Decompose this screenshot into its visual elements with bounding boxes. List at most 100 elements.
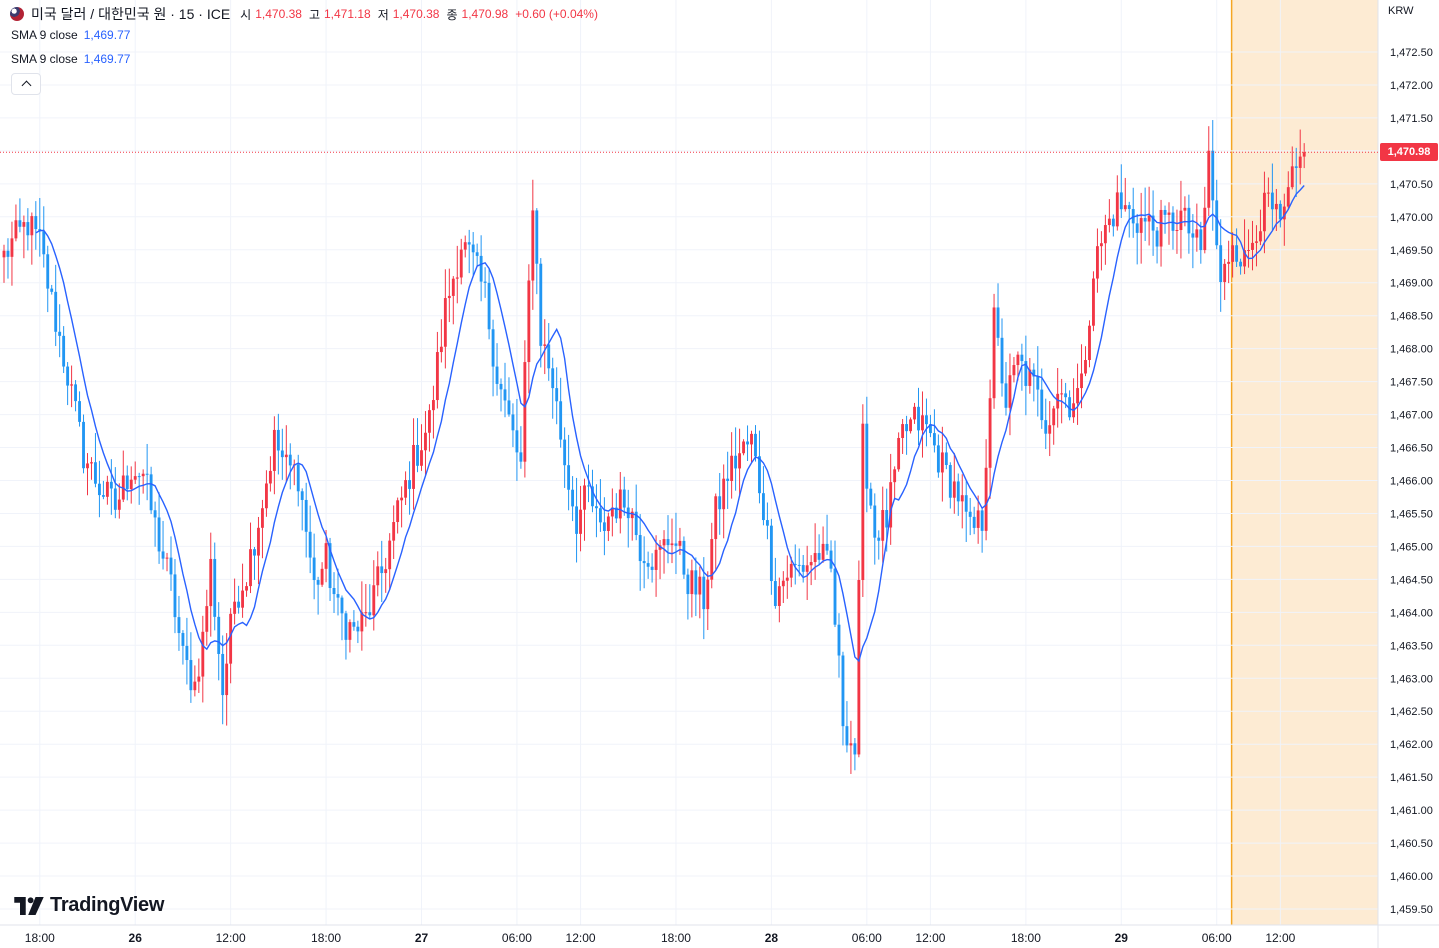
candle-body[interactable] (1290, 166, 1294, 188)
candle-body[interactable] (113, 488, 117, 510)
candle-body[interactable] (94, 462, 97, 484)
candle-body[interactable] (117, 499, 121, 510)
candle-body[interactable] (137, 476, 141, 478)
indicator-sma-2[interactable]: SMA 9 close 1,469.77 (11, 52, 130, 66)
candle-body[interactable] (547, 344, 551, 369)
candle-body[interactable] (1191, 233, 1195, 238)
indicator-sma-1[interactable]: SMA 9 close 1,469.77 (11, 28, 130, 42)
candle-body[interactable] (507, 400, 511, 415)
candle-body[interactable] (897, 437, 901, 470)
candle-body[interactable] (694, 570, 698, 595)
candle-body[interactable] (992, 307, 996, 399)
candle-body[interactable] (34, 216, 38, 230)
candle-body[interactable] (356, 626, 360, 632)
candle-body[interactable] (718, 496, 722, 510)
candle-body[interactable] (503, 389, 507, 401)
candle-body[interactable] (777, 586, 781, 606)
candle-body[interactable] (690, 570, 694, 595)
candle-body[interactable] (1012, 365, 1016, 376)
candle-body[interactable] (817, 553, 821, 560)
candle-body[interactable] (483, 281, 487, 283)
candle-body[interactable] (1163, 209, 1167, 215)
candle-body[interactable] (932, 433, 936, 446)
candle-body[interactable] (1008, 375, 1012, 408)
candle-body[interactable] (523, 362, 527, 462)
candle-body[interactable] (133, 476, 137, 480)
candle-body[interactable] (428, 410, 431, 433)
candle-body[interactable] (944, 452, 948, 466)
candle-body[interactable] (82, 421, 85, 469)
candle-body[interactable] (885, 510, 889, 528)
candle-body[interactable] (1052, 408, 1056, 426)
candle-body[interactable] (925, 415, 928, 425)
candle-body[interactable] (245, 586, 248, 591)
candle-body[interactable] (1159, 209, 1163, 247)
candle-body[interactable] (344, 613, 348, 640)
candle-body[interactable] (435, 352, 439, 401)
candle-body[interactable] (706, 579, 710, 610)
candle-body[interactable] (451, 278, 455, 296)
candle-body[interactable] (459, 249, 463, 278)
candle-body[interactable] (531, 210, 535, 281)
candle-body[interactable] (996, 307, 1000, 338)
candle-body[interactable] (1282, 206, 1286, 220)
candle-body[interactable] (1203, 207, 1207, 251)
candle-body[interactable] (769, 525, 773, 582)
candle-body[interactable] (364, 612, 368, 614)
candle-body[interactable] (1088, 325, 1091, 361)
candle-body[interactable] (1199, 229, 1203, 251)
candle-body[interactable] (642, 561, 646, 564)
tradingview-logo[interactable]: TradingView (14, 894, 164, 917)
candle-body[interactable] (416, 444, 419, 466)
candle-body[interactable] (1123, 205, 1127, 210)
candle-body[interactable] (1227, 261, 1231, 264)
candle-body[interactable] (320, 568, 324, 585)
candle-body[interactable] (567, 465, 571, 490)
candle-body[interactable] (332, 588, 336, 595)
candle-body[interactable] (1251, 242, 1254, 250)
candle-body[interactable] (674, 543, 678, 546)
candle-body[interactable] (431, 400, 435, 411)
candle-body[interactable] (1131, 209, 1135, 224)
candle-body[interactable] (408, 480, 411, 489)
candle-body[interactable] (1266, 192, 1270, 194)
candle-body[interactable] (145, 473, 149, 475)
candle-body[interactable] (221, 653, 225, 696)
candle-body[interactable] (614, 507, 618, 519)
candle-body[interactable] (439, 346, 443, 353)
candle-body[interactable] (404, 480, 408, 498)
candle-body[interactable] (495, 366, 499, 384)
candle-body[interactable] (487, 282, 491, 330)
candle-body[interactable] (173, 574, 177, 618)
candle-body[interactable] (972, 516, 976, 528)
candle-body[interactable] (1040, 389, 1044, 421)
candle-body[interactable] (412, 444, 415, 489)
candle-body[interactable] (650, 566, 654, 570)
candle-body[interactable] (805, 565, 809, 572)
candle-body[interactable] (773, 581, 777, 606)
candle-body[interactable] (793, 563, 797, 565)
candle-body[interactable] (579, 509, 582, 534)
candle-body[interactable] (201, 631, 205, 677)
candle-body[interactable] (511, 414, 515, 431)
candle-body[interactable] (22, 222, 26, 227)
candle-body[interactable] (1215, 200, 1219, 246)
candle-body[interactable] (698, 576, 702, 595)
candle-body[interactable] (781, 580, 785, 587)
candle-body[interactable] (312, 557, 316, 581)
candle-body[interactable] (424, 432, 427, 451)
candle-body[interactable] (551, 368, 555, 389)
candle-body[interactable] (1235, 245, 1239, 262)
candle-body[interactable] (308, 531, 312, 558)
candle-body[interactable] (90, 462, 93, 464)
candle-body[interactable] (622, 489, 626, 508)
candle-body[interactable] (539, 263, 543, 346)
candle-body[interactable] (328, 543, 332, 589)
candle-body[interactable] (1115, 192, 1119, 227)
candle-body[interactable] (1064, 393, 1068, 398)
candle-body[interactable] (845, 726, 849, 746)
candle-body[interactable] (849, 743, 853, 746)
currency-label[interactable]: KRW (1388, 5, 1414, 17)
candle-body[interactable] (765, 520, 769, 526)
